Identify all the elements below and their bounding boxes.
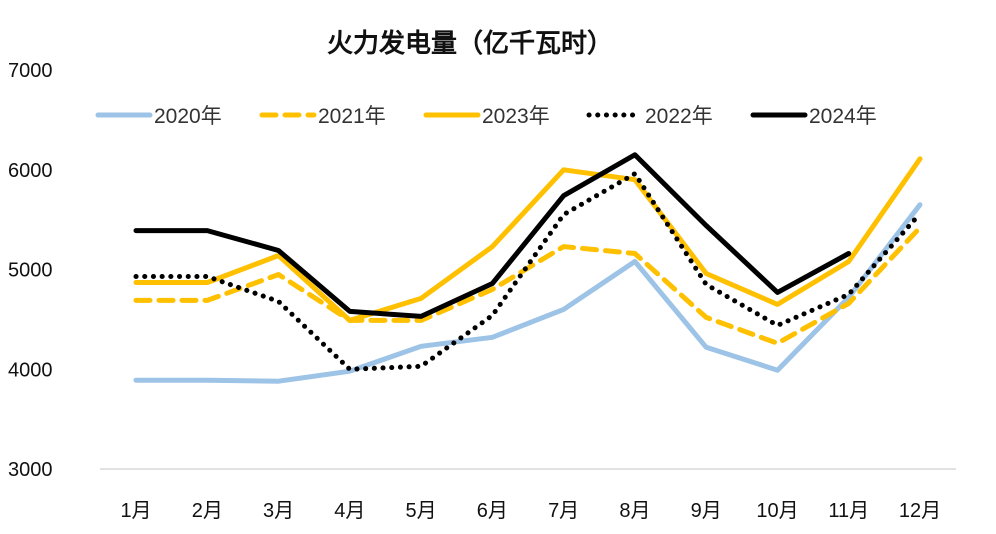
legend-label: 2020年 [154,105,222,128]
legend-item: 2020年 [95,105,222,128]
x-tick-label: 12月 [899,500,941,522]
chart-title: 火力发电量（亿千瓦时） [327,28,613,59]
x-tick-label: 4月 [334,500,365,522]
legend-item: 2023年 [423,105,550,128]
series-group [133,152,923,384]
x-axis: 1月 2月 3月 4月 5月 6月 7月 8月 9月 10月 11月 12月 [120,500,941,522]
x-tick-label: 5月 [406,500,437,522]
legend-label: 2021年 [318,105,386,128]
series-line-2024年 [133,152,852,319]
legend-item: 2024年 [750,105,877,128]
y-tick-label: 4000 [8,359,53,381]
x-tick-label: 7月 [548,500,579,522]
legend-label: 2023年 [482,105,550,128]
series-line-2020年 [133,202,923,384]
x-tick-label: 9月 [691,500,722,522]
legend: 2020年 2021年 2023年 2022年 2024年 [95,105,877,128]
x-tick-label: 3月 [263,500,294,522]
x-tick-label: 11月 [828,500,869,522]
legend-label: 2024年 [809,105,877,128]
legend-item: 2021年 [259,105,386,128]
x-tick-label: 6月 [477,500,508,522]
series-line-2022年 [133,171,923,372]
y-tick-label: 3000 [8,459,53,481]
y-tick-label: 7000 [8,60,53,82]
x-tick-label: 2月 [192,500,223,522]
y-tick-label: 5000 [8,260,53,282]
x-tick-label: 8月 [619,500,650,522]
series-line-2021年 [133,225,923,346]
y-tick-label: 6000 [8,160,53,182]
legend-label: 2022年 [645,105,713,128]
legend-item: 2022年 [586,105,713,128]
x-tick-label: 10月 [756,500,798,522]
y-axis: 3000 4000 5000 6000 7000 [8,60,53,481]
series-line-2023年 [133,156,923,323]
x-tick-label: 1月 [120,500,151,522]
